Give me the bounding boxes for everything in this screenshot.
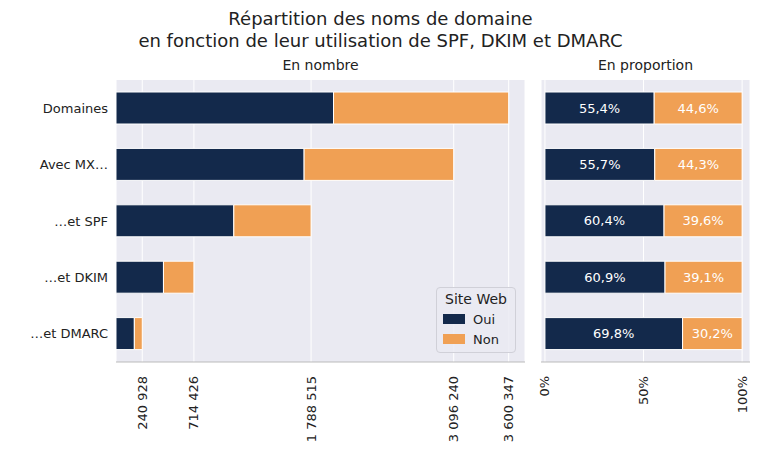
html-text:En nombre: En nombre: [282, 57, 359, 73]
html-text:Oui: Oui: [473, 311, 496, 327]
svg-text:3 600 347: 3 600 347: [501, 376, 516, 442]
svg-text:3 096 240: 3 096 240: [446, 376, 461, 442]
svg-text:69,8%: 69,8%: [593, 326, 634, 341]
svg-text:44,6%: 44,6%: [677, 101, 718, 116]
svg-text:1 788 515: 1 788 515: [304, 376, 319, 442]
svg-text:Domaines: Domaines: [43, 101, 108, 116]
svg-text:…et DMARC: …et DMARC: [30, 326, 108, 341]
html-text:en fonction de leur utilisatio: en fonction de leur utilisation de SPF, …: [138, 30, 623, 51]
svg-text:714 426: 714 426: [186, 376, 201, 430]
svg-text:44,3%: 44,3%: [678, 157, 719, 172]
svg-text:100%: 100%: [735, 376, 750, 413]
html-text:En proportion: En proportion: [597, 57, 693, 73]
html-text:Répartition des noms de domain: Répartition des noms de domaine: [228, 8, 533, 29]
svg-text:55,4%: 55,4%: [579, 101, 620, 116]
svg-text:60,4%: 60,4%: [584, 213, 625, 228]
svg-text:240 928: 240 928: [135, 376, 150, 430]
svg-text:30,2%: 30,2%: [692, 326, 733, 341]
svg-text:Avec MX…: Avec MX…: [40, 157, 108, 172]
svg-text:39,1%: 39,1%: [683, 270, 724, 285]
svg-text:55,7%: 55,7%: [579, 157, 620, 172]
html-text:Non: Non: [473, 331, 499, 347]
svg-text:39,6%: 39,6%: [682, 213, 723, 228]
svg-text:60,9%: 60,9%: [584, 270, 625, 285]
svg-text:50%: 50%: [636, 376, 651, 405]
html-text:Site Web: Site Web: [445, 291, 507, 307]
svg-text:…et DKIM: …et DKIM: [44, 270, 108, 285]
svg-text:…et SPF: …et SPF: [54, 214, 108, 229]
svg-text:0%: 0%: [537, 376, 552, 397]
